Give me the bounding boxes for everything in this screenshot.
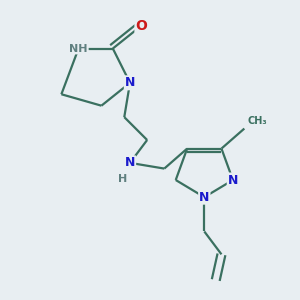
Text: N: N (228, 173, 238, 187)
Text: N: N (125, 76, 135, 89)
Text: N: N (125, 156, 135, 170)
Text: O: O (136, 19, 147, 33)
Text: H: H (118, 174, 128, 184)
Text: NH: NH (69, 44, 88, 53)
Text: CH₃: CH₃ (247, 116, 267, 126)
Text: N: N (199, 191, 209, 204)
